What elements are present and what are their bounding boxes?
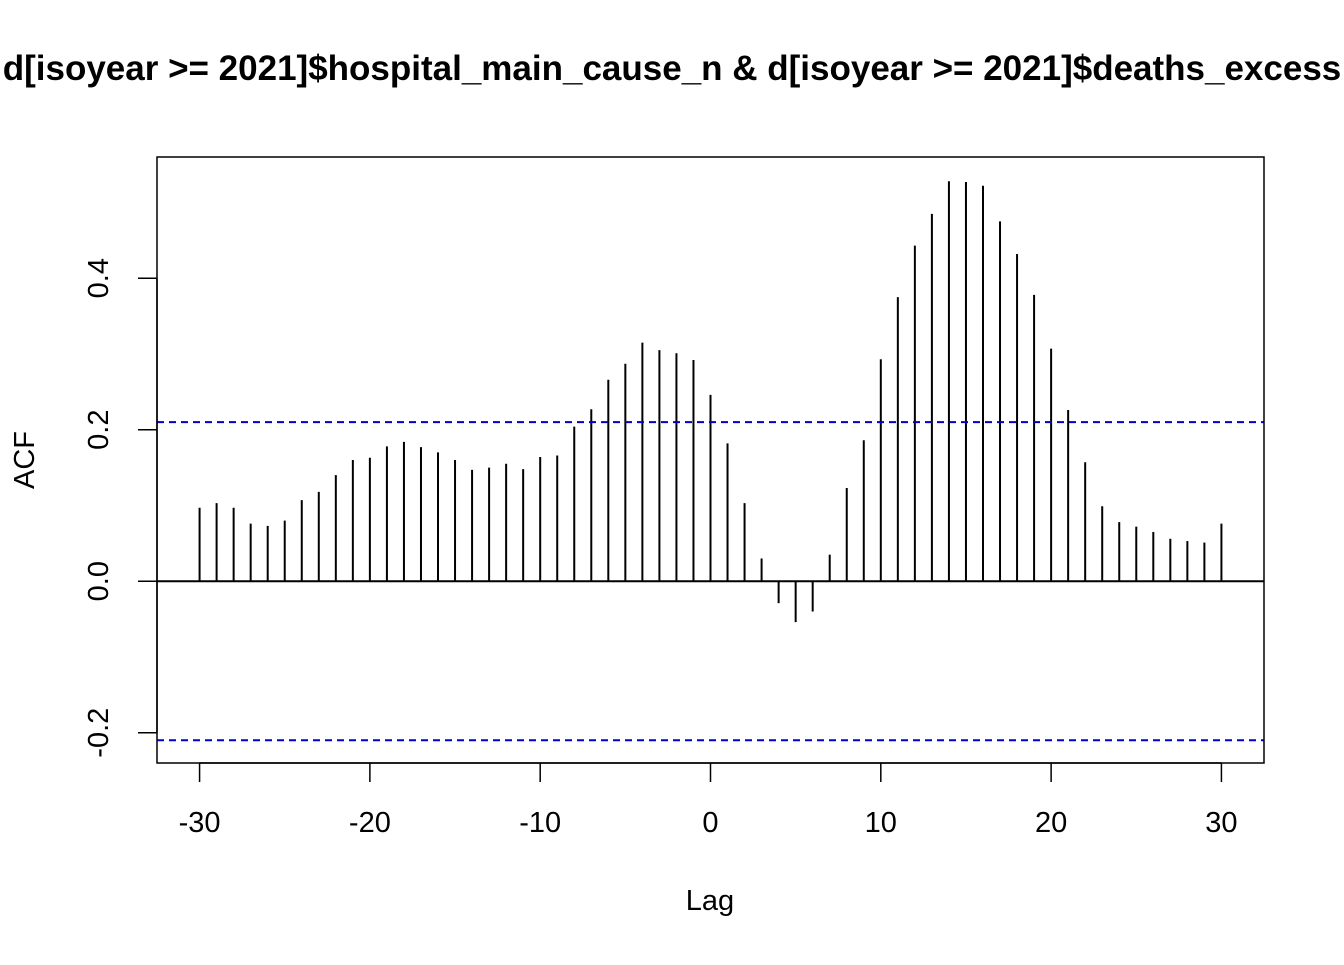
x-tick-label: 20 [1035,807,1067,839]
chart-title: d[isoyear >= 2021]$hospital_main_cause_n… [3,49,1342,88]
x-axis-label: Lag [686,885,734,917]
x-tick-label: 30 [1205,807,1237,839]
reference-lines [157,421,1264,742]
y-tick-label: 0.2 [83,410,115,450]
y-axis-label: ACF [9,431,41,489]
y-tick-label: 0.0 [83,561,115,601]
y-tick-label: -0.2 [83,708,115,758]
acf-bars [198,181,1223,623]
x-tick-label: -30 [179,807,221,839]
x-axis: -30 -20 -10 0 10 20 30 [179,762,1238,839]
x-tick-label: -20 [349,807,391,839]
y-tick-label: 0.4 [83,258,115,298]
y-axis: -0.2 0.0 0.2 0.4 [83,258,158,758]
x-tick-label: -10 [519,807,561,839]
x-tick-label: 0 [702,807,718,839]
x-tick-label: 10 [865,807,897,839]
